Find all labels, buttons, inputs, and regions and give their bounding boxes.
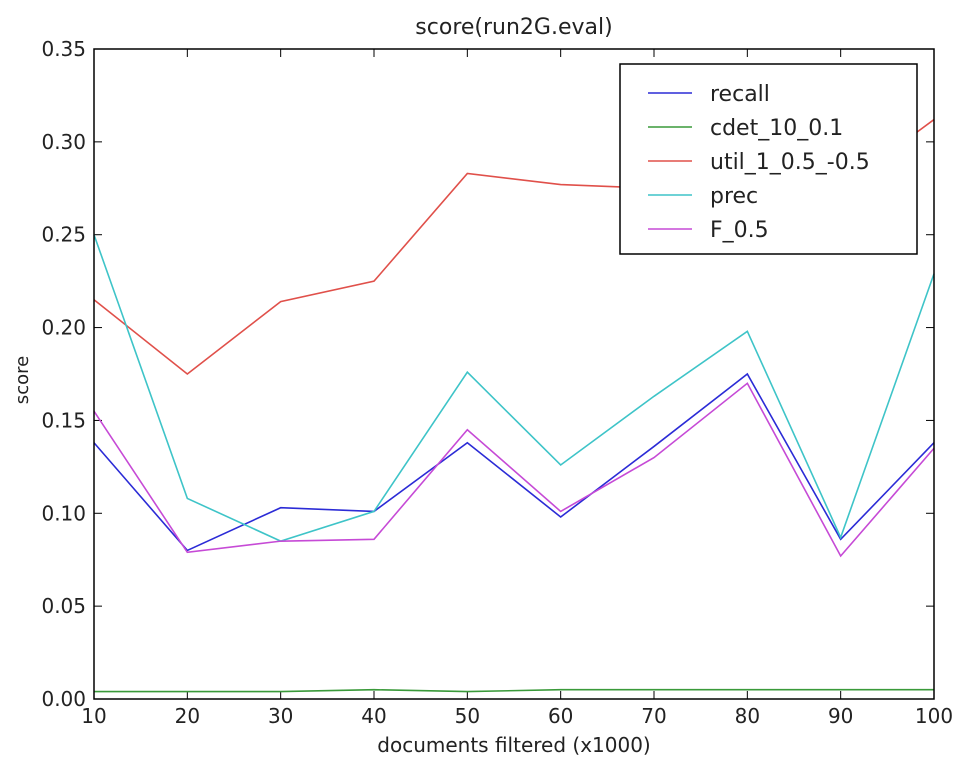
legend-label: F_0.5 [710,218,769,243]
axis-ticks: 10 20 30 40 50 60 70 80 90 100 0.00 0.05 0.10 0.15 0.2… [41,37,953,728]
y-tick-label: 0.30 [41,130,86,154]
chart-title: score(run2G.eval) [415,15,612,40]
x-tick-label: 70 [641,704,666,728]
y-tick-label: 0.15 [41,408,86,432]
x-tick-label: 50 [455,704,480,728]
y-tick-label: 0.10 [41,501,86,525]
x-tick-label: 80 [735,704,760,728]
y-tick-label: 0.05 [41,594,86,618]
x-tick-label: 30 [268,704,293,728]
y-tick-label: 0.20 [41,316,86,340]
series-line-cdet_10_0.1 [94,688,934,693]
y-tick-label: 0.00 [41,687,86,711]
y-tick-label: 0.25 [41,223,86,247]
x-axis-label: documents filtered (x1000) [377,733,650,757]
series-line-F_0.5 [93,382,935,558]
x-tick-label: 60 [548,704,573,728]
legend-label: util_1_0.5_-0.5 [710,150,870,175]
x-tick-label: 20 [175,704,200,728]
plot-frame [93,48,935,700]
y-tick-label: 0.35 [41,37,86,61]
x-tick-label: 90 [828,704,853,728]
x-tick-label: 40 [361,704,386,728]
legend-box [619,63,918,255]
series-line-prec [93,234,935,542]
x-tick-label: 100 [915,704,953,728]
series-line-recall [93,372,935,552]
legend-label: prec [710,184,758,209]
legend-label: cdet_10_0.1 [710,116,843,141]
legend-label: recall [710,82,770,107]
y-axis-label: score [12,356,33,404]
x-tick-label: 10 [81,704,106,728]
